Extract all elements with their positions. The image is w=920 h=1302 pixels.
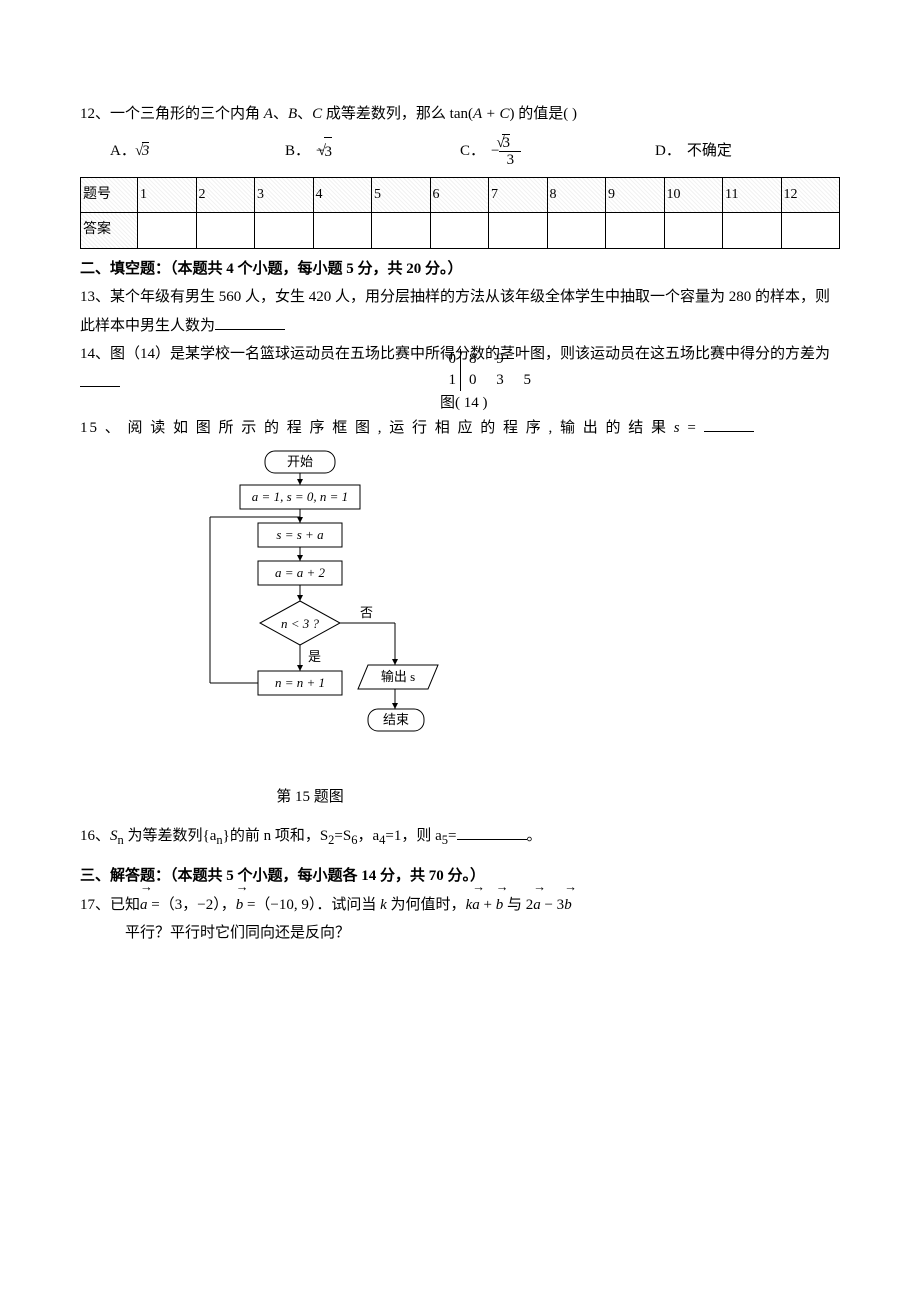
q15-prompt: 15 、 阅 读 如 图 所 示 的 程 序 框 图 , 运 行 相 应 的 程… [80,414,840,443]
grid-header: 11 [723,177,782,213]
answer-grid-header-row: 题号 1 2 3 4 5 6 7 8 9 10 11 12 [81,177,840,213]
q-number: 15 、 [80,420,122,436]
q17-line1: 17、已知→a =（3，−2），→b =（−10, 9）．试问当 k 为何值时，… [80,891,840,920]
grid-cell [372,213,431,249]
grid-header: 9 [606,177,665,213]
grid-header: 2 [196,177,255,213]
fc-step3: n = n + 1 [275,675,325,690]
grid-header: 12 [781,177,840,213]
q-number: 14、 [80,346,110,362]
grid-row-label: 答案 [81,213,138,249]
grid-header: 7 [489,177,548,213]
stemleaf-caption: 图( 14 ) [440,393,539,414]
stemleaf-row: 0 8 9 [440,349,539,370]
q12-option-B: B． −3√ [285,135,460,169]
fc-yes: 是 [308,649,321,664]
blank-line [457,824,527,840]
fc-step1: s = s + a [276,527,324,542]
grid-header: 8 [547,177,606,213]
blank-line [80,371,120,387]
fc-no: 否 [360,605,373,620]
grid-header: 6 [430,177,489,213]
grid-cell [547,213,606,249]
grid-header: 1 [138,177,197,213]
answer-grid: 题号 1 2 3 4 5 6 7 8 9 10 11 12 答案 [80,177,840,249]
grid-cell [664,213,723,249]
section-2-heading: 二、填空题：（本题共 4 个小题，每小题 5 分，共 20 分。） [80,255,840,284]
section-3-heading: 三、解答题：（本题共 5 个小题，每小题各 14 分，共 70 分。） [80,862,840,891]
answer-grid-values-row: 答案 [81,213,840,249]
grid-header: 5 [372,177,431,213]
fc-start: 开始 [287,454,313,469]
grid-cell [781,213,840,249]
grid-cell [313,213,372,249]
grid-cell [196,213,255,249]
grid-cell [255,213,314,249]
grid-header: 10 [664,177,723,213]
q12-prompt: 12、一个三角形的三个内角 A、B、C 成等差数列，那么 tan(A + C) … [80,100,840,129]
grid-header: 3 [255,177,314,213]
grid-cell [489,213,548,249]
q-number: 13、 [80,289,110,305]
grid-cell [723,213,782,249]
grid-cell [138,213,197,249]
q12-options: A． 3 √ B． −3√ C． − 3√ 3 D． 不确定 [80,135,840,169]
fc-step2: a = a + 2 [275,565,326,580]
fc-decision: n < 3 ? [281,616,320,631]
q-number: 16、 [80,828,110,844]
blank-line [215,314,285,330]
q17-line2: 平行？平行时它们同向还是反向？ [80,919,840,948]
blank-line [704,416,754,432]
q16: 16、Sn 为等差数列{an}的前 n 项和，S2=S6，a4=1，则 a5=。 [80,822,840,853]
q12-option-D: D． 不确定 [655,135,732,169]
grid-cell [606,213,665,249]
stemleaf-row: 1 0 3 5 [440,370,539,391]
grid-cell [430,213,489,249]
fc-output: 输出 s [381,669,415,684]
flowchart-q15: 开始 a = 1, s = 0, n = 1 s = s + a a = a +… [170,447,450,767]
stem-leaf-plot: 0 8 9 1 0 3 5 图( 14 ) [440,349,539,414]
grid-header: 4 [313,177,372,213]
q15-caption: 第 15 题图 [170,783,450,812]
q-number: 12、 [80,106,110,122]
fc-assign: a = 1, s = 0, n = 1 [252,489,348,504]
grid-header: 题号 [81,177,138,213]
fc-end: 结束 [383,712,409,727]
q-number: 17、 [80,897,110,913]
q12-option-C: C． − 3√ 3 [460,135,655,169]
q12-option-A: A． 3 √ [110,135,285,169]
q13: 13、某个年级有男生 560 人，女生 420 人，用分层抽样的方法从该年级全体… [80,283,840,340]
